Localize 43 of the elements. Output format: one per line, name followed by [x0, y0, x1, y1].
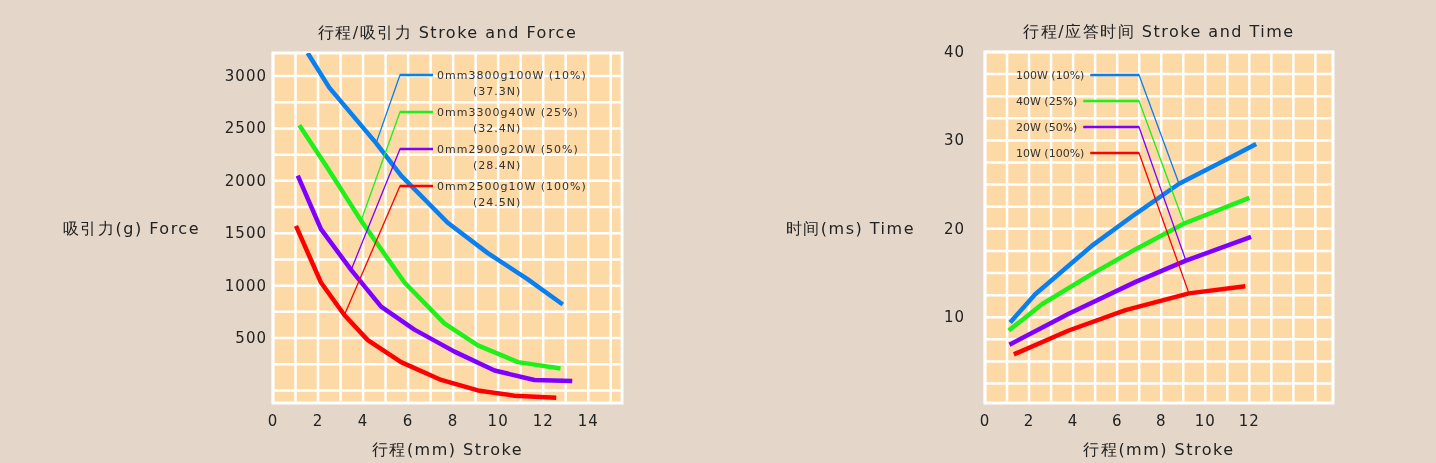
annotation: 0mm3800g100W (10%) (37.3N): [437, 69, 587, 98]
annotation: 10W (100%): [1016, 147, 1190, 294]
y-axis-title: 吸引力(g) Force: [62, 219, 200, 238]
x-tick-label: 4: [1067, 412, 1079, 430]
annotation: 10W (100%): [1016, 147, 1085, 160]
x-tick-label: 10: [487, 412, 509, 430]
x-tick-label: 12: [1238, 412, 1260, 430]
line-series: [1011, 284, 1248, 357]
y-tick-label: 500: [235, 329, 267, 348]
x-tick-label: 2: [312, 412, 324, 430]
x-tick-label: 6: [402, 412, 414, 430]
y-tick-label: 30: [943, 131, 965, 150]
x-tick-label: 8: [1155, 412, 1167, 430]
y-axis-title: 时间(ms) Time: [785, 218, 915, 238]
y-tick-label: 40: [943, 43, 965, 61]
y-tick-label: 2000: [224, 171, 267, 190]
chart-title: 行程/吸引力 Stroke and Force: [317, 23, 578, 42]
x-tick-label: 6: [1111, 412, 1123, 430]
y-tick-label: 1500: [224, 224, 267, 243]
x-axis-title: 行程(mm) Stroke: [371, 440, 524, 459]
x-tick-label: 0: [979, 412, 991, 430]
x-tick-label: 10: [1194, 412, 1216, 430]
annotation: 100W (10%): [1016, 69, 1085, 82]
annotation: 20W (50%): [1016, 121, 1078, 134]
annotation: 0mm2500g10W (100%) (24.5N): [437, 180, 587, 209]
x-tick-label: 12: [532, 412, 554, 430]
annotation: 0mm2900g20W (50%) (28.4N): [437, 143, 579, 172]
x-tick-label: 14: [577, 412, 599, 430]
x-tick-label: 8: [447, 412, 459, 430]
y-tick-label: 3000: [224, 67, 267, 86]
annotation: 40W (25%): [1016, 95, 1078, 108]
chart-title: 行程/应答时间 Stroke and Time: [1023, 22, 1295, 41]
line-series: [293, 223, 559, 401]
x-axis-title: 行程(mm) Stroke: [1083, 440, 1235, 459]
annotation: 0mm2500g10W (100%) (24.5N): [343, 180, 587, 316]
y-tick-label: 2500: [224, 119, 267, 138]
x-tick-label: 4: [357, 412, 369, 430]
y-tick-label: 10: [943, 308, 965, 327]
annotation: 0mm3300g40W (25%) (32.4N): [437, 106, 579, 135]
y-tick-label: 1000: [224, 276, 267, 295]
y-tick-label: 20: [943, 219, 965, 238]
x-tick-label: 0: [267, 412, 279, 430]
x-tick-label: 2: [1023, 412, 1035, 430]
